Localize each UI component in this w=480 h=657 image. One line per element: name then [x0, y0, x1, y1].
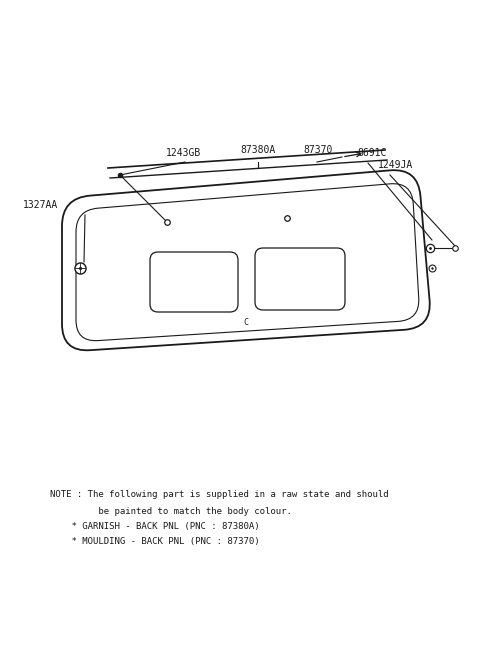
PathPatch shape [150, 252, 238, 312]
Text: 1327AA: 1327AA [23, 200, 58, 210]
Text: NOTE : The following part is supplied in a raw state and should: NOTE : The following part is supplied in… [50, 490, 389, 499]
Text: 87380A: 87380A [240, 145, 276, 155]
Text: 1243GB: 1243GB [166, 148, 201, 158]
Text: C: C [243, 318, 249, 327]
Text: * MOULDING - BACK PNL (PNC : 87370): * MOULDING - BACK PNL (PNC : 87370) [50, 537, 260, 546]
Text: 1249JA: 1249JA [377, 160, 413, 170]
PathPatch shape [62, 170, 430, 350]
Text: 87370: 87370 [303, 145, 333, 155]
PathPatch shape [255, 248, 345, 310]
Text: 8691C: 8691C [357, 148, 387, 158]
Text: * GARNISH - BACK PNL (PNC : 87380A): * GARNISH - BACK PNL (PNC : 87380A) [50, 522, 260, 531]
PathPatch shape [76, 184, 419, 341]
Text: be painted to match the body colour.: be painted to match the body colour. [50, 507, 292, 516]
